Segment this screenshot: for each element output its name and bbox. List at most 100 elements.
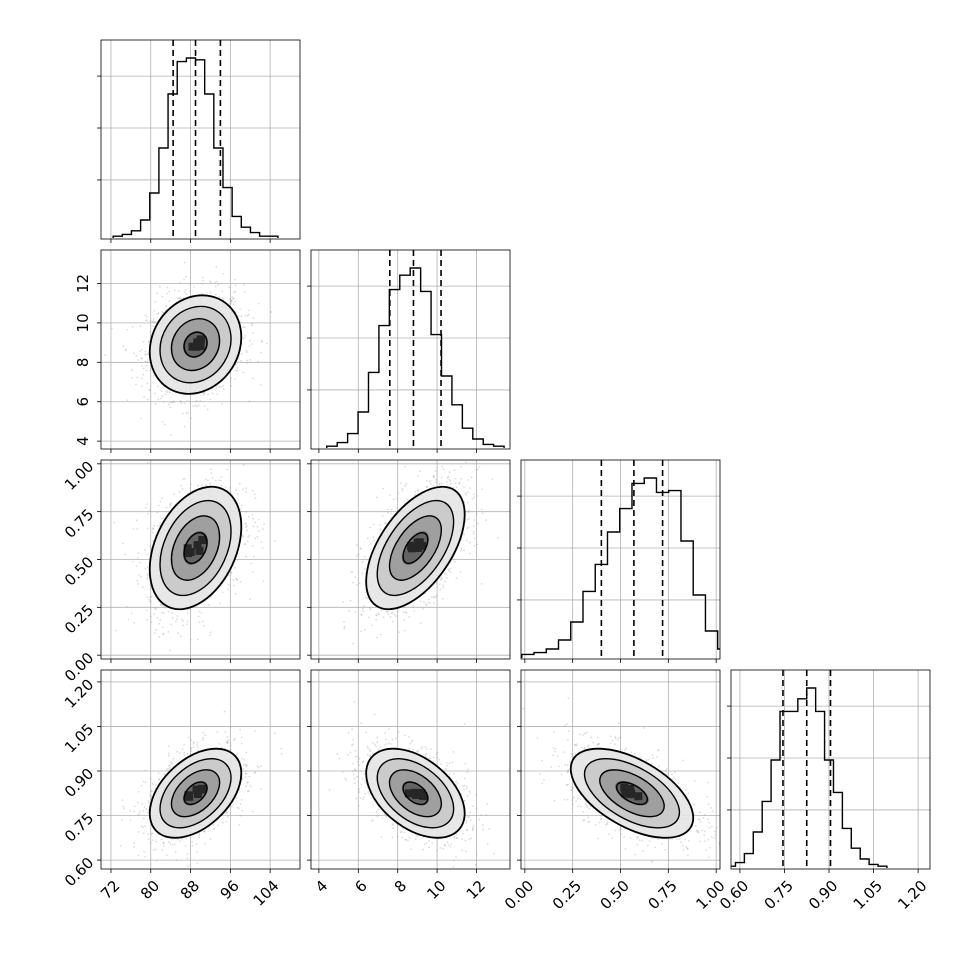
scatter-point (403, 618, 406, 621)
scatter-point (142, 826, 144, 829)
scatter-point (252, 571, 254, 574)
scatter-point (423, 600, 425, 603)
scatter-point (249, 358, 252, 361)
scatter-point (186, 609, 189, 612)
scatter-point (369, 526, 372, 529)
scatter-point (158, 524, 161, 527)
y-tick-label: 4 (74, 436, 92, 446)
scatter-point (245, 772, 248, 775)
scatter-point (169, 434, 172, 437)
scatter-point (224, 486, 227, 489)
scatter-point (484, 519, 487, 521)
scatter-point (260, 541, 263, 543)
contour-line (148, 485, 243, 611)
scatter-point (135, 383, 137, 386)
scatter-point (160, 603, 162, 606)
scatter-point (233, 297, 235, 300)
scatter-point (359, 548, 362, 550)
scatter-point (209, 398, 212, 401)
scatter-point (160, 497, 163, 500)
scatter-point (460, 549, 462, 552)
scatter-point (149, 600, 152, 603)
histogram-step (521, 477, 720, 658)
grid-lines (311, 250, 510, 449)
scatter-point (132, 352, 135, 355)
scatter-point (204, 478, 207, 481)
scatter-point (203, 435, 205, 437)
scatter-point (146, 316, 148, 318)
scatter-point (232, 579, 235, 581)
scatter-point (446, 477, 449, 479)
scatter-point (378, 613, 380, 616)
scatter-point (234, 378, 236, 381)
scatter-point (468, 511, 470, 513)
scatter-point (382, 616, 385, 619)
scatter-point (369, 608, 372, 611)
scatter-point (156, 616, 159, 619)
scatter-point (173, 289, 176, 292)
scatter-point (146, 398, 149, 401)
scatter-point (244, 522, 247, 525)
scatter-point (355, 583, 358, 586)
scatter-point (152, 613, 155, 615)
scatter-point (387, 613, 390, 616)
scatter-point (219, 602, 222, 605)
scatter-point (235, 489, 237, 492)
scatter-point (149, 320, 151, 322)
scatter-point (240, 508, 242, 510)
scatter-point (369, 607, 372, 609)
scatter-point (188, 283, 191, 285)
scatter-point (203, 830, 206, 832)
scatter-point (386, 511, 389, 514)
scatter-point (226, 735, 229, 738)
scatter-point (179, 635, 182, 638)
scatter-point (170, 762, 173, 765)
scatter-point (240, 321, 242, 323)
scatter-point (468, 509, 470, 512)
contour-line (170, 318, 221, 372)
scatter-point (144, 855, 147, 858)
scatter-point (270, 311, 273, 313)
scatter-point (162, 844, 165, 847)
scatter-point (210, 472, 213, 474)
scatter-point (153, 392, 156, 395)
scatter-point (249, 598, 251, 601)
scatter-point (481, 512, 484, 515)
scatter-point (176, 615, 179, 617)
scatter-point (200, 484, 203, 486)
scatter-point (480, 508, 483, 511)
scatter-point (206, 408, 209, 411)
scatter-point (192, 404, 195, 407)
scatter-point (433, 485, 436, 487)
scatter-point (424, 602, 427, 605)
scatter-point (242, 371, 245, 374)
scatter-point (448, 570, 451, 573)
scatter-point (220, 484, 223, 487)
scatter-point (186, 623, 188, 626)
scatter-point (182, 620, 185, 623)
scatter-point (401, 487, 404, 490)
scatter-point (227, 583, 230, 586)
scatter-point (455, 486, 458, 489)
scatter-point (231, 295, 234, 298)
scatter-point (458, 481, 461, 484)
scatter-point (244, 543, 247, 545)
scatter-point (390, 612, 393, 615)
scatter-point (183, 291, 186, 293)
scatter-point (156, 385, 159, 388)
scatter-point (164, 393, 167, 396)
scatter-point (440, 482, 443, 485)
scatter-point (244, 526, 247, 528)
scatter-point (146, 553, 149, 556)
scatter-point (221, 297, 224, 300)
scatter-point (159, 500, 162, 503)
scatter-point (350, 570, 353, 573)
scatter-point (243, 326, 246, 329)
scatter-point (438, 583, 441, 586)
scatter-point (199, 399, 202, 402)
scatter-point (242, 463, 245, 466)
scatter-point (443, 580, 446, 583)
scatter-point (433, 595, 436, 598)
scatter-point (210, 468, 212, 470)
